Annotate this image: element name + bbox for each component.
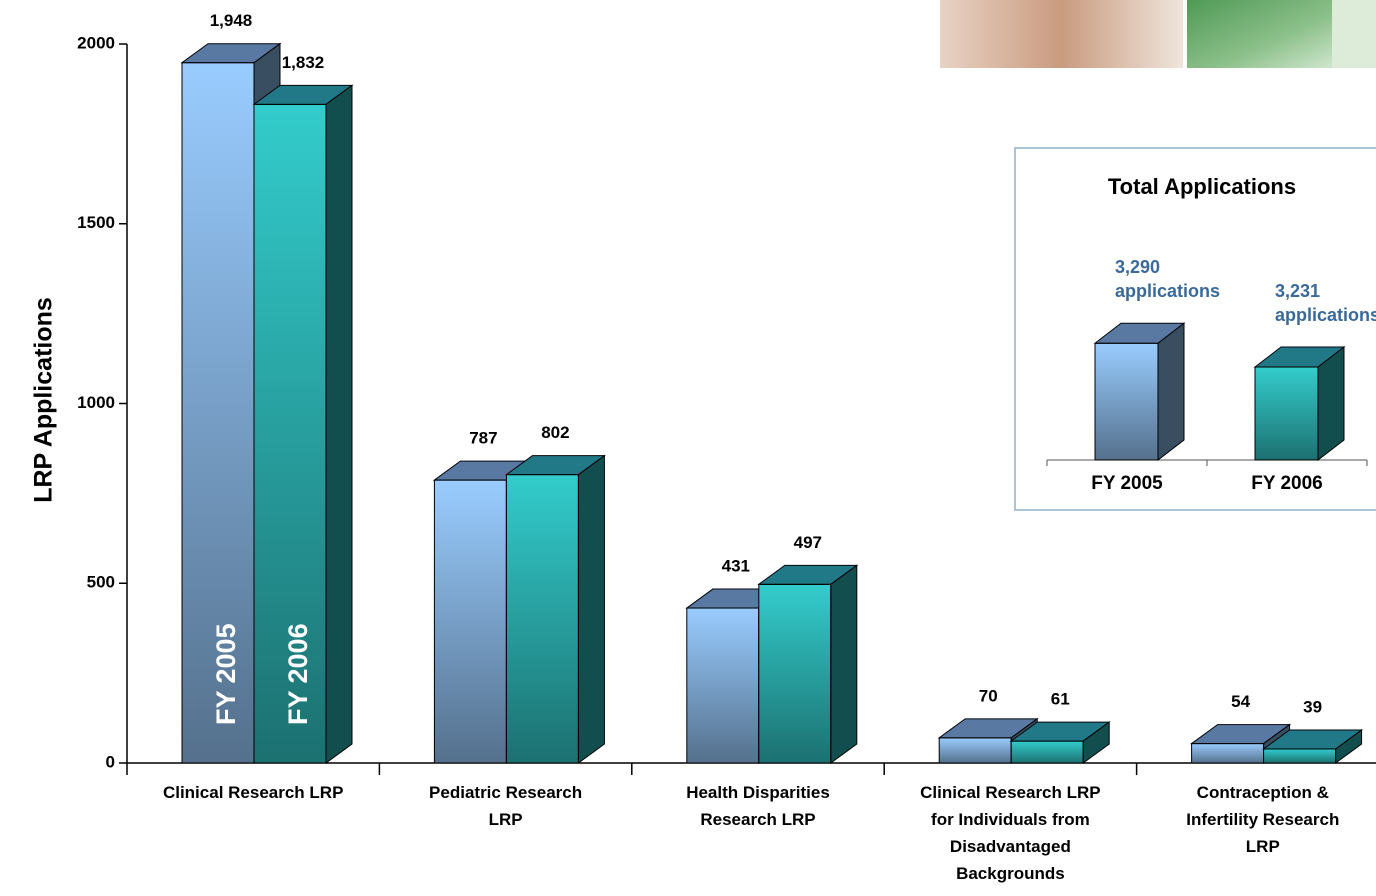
value-label: 802 [541,423,569,442]
bar-top-shade [1263,729,1362,749]
bar-shade [1255,367,1318,460]
y-tick-label: 1500 [77,213,115,232]
value-label: 61 [1051,690,1070,709]
header-photo [940,0,1376,68]
bar-shade [1191,743,1264,763]
bar-top-shade [506,455,605,475]
bar-shade [1011,741,1084,763]
bar-side-shade [830,565,857,763]
value-label: 787 [469,429,497,448]
bar-outline [1094,342,1159,461]
bar-outline [1263,748,1337,764]
bar-shade [1263,748,1336,763]
bar-top-shade [939,718,1038,738]
y-axis-title: LRP Applications [30,297,58,503]
bar-outline [505,474,579,764]
x-tick-label: Clinical Research LRP for Individuals fr… [920,783,1101,883]
value-label: 54 [1231,692,1250,711]
bar-top-shade [758,565,857,585]
legend-label: FY 2006 [283,623,313,725]
bar-side-shade [326,85,352,764]
bar-shade [506,474,579,763]
bar-top-shade [254,85,352,105]
y-tick-label: 0 [106,752,115,771]
inset-x-tick-label: FY 2006 [1251,473,1322,494]
bar-top-shade [1095,323,1184,344]
x-tick-label: Contraception & Infertility Research LRP [1186,783,1340,856]
bar-top-shade [182,43,280,63]
inset-title: Total Applications [1108,174,1296,199]
bar-side-shade [578,455,605,763]
bar-side-shade [1083,722,1110,763]
x-tick-label: Clinical Research LRP [162,783,344,802]
value-label: 1,948 [210,11,253,30]
value-label: 3,290 applications [1115,257,1221,302]
bar-side-shade [1335,729,1362,763]
x-tick-label: Health Disparities Research LRP [686,783,830,829]
bar-shade [686,608,759,763]
value-label: 431 [722,557,750,576]
value-label: 70 [979,686,998,705]
bar-shade [254,104,326,763]
y-tick-label: 1000 [77,393,115,412]
bar-shade [434,480,507,763]
bar-outline [1010,740,1084,764]
bar-side-shade [1318,347,1344,460]
bar-outline [1254,366,1319,461]
bar-shade [182,62,254,764]
bar-outline [758,583,832,764]
value-label: 1,832 [282,53,325,72]
bar-top-shade [1191,724,1290,744]
y-tick-label: 2000 [77,33,115,52]
bar-shade [758,584,831,763]
value-label: 3,231 applications [1275,281,1376,326]
value-label: 39 [1303,697,1322,716]
bar-top-shade [1255,347,1344,368]
bar-outline [253,103,327,764]
legend-label: FY 2005 [211,623,241,725]
bar-shade [1095,343,1158,460]
inset-x-tick-label: FY 2005 [1091,473,1163,494]
bar-shade [939,737,1012,763]
value-label: 497 [794,533,822,552]
bar-top-shade [1011,722,1110,742]
x-tick-label: Pediatric Research LRP [429,783,583,829]
bar-side-shade [1158,323,1184,460]
y-tick-label: 500 [87,573,115,592]
